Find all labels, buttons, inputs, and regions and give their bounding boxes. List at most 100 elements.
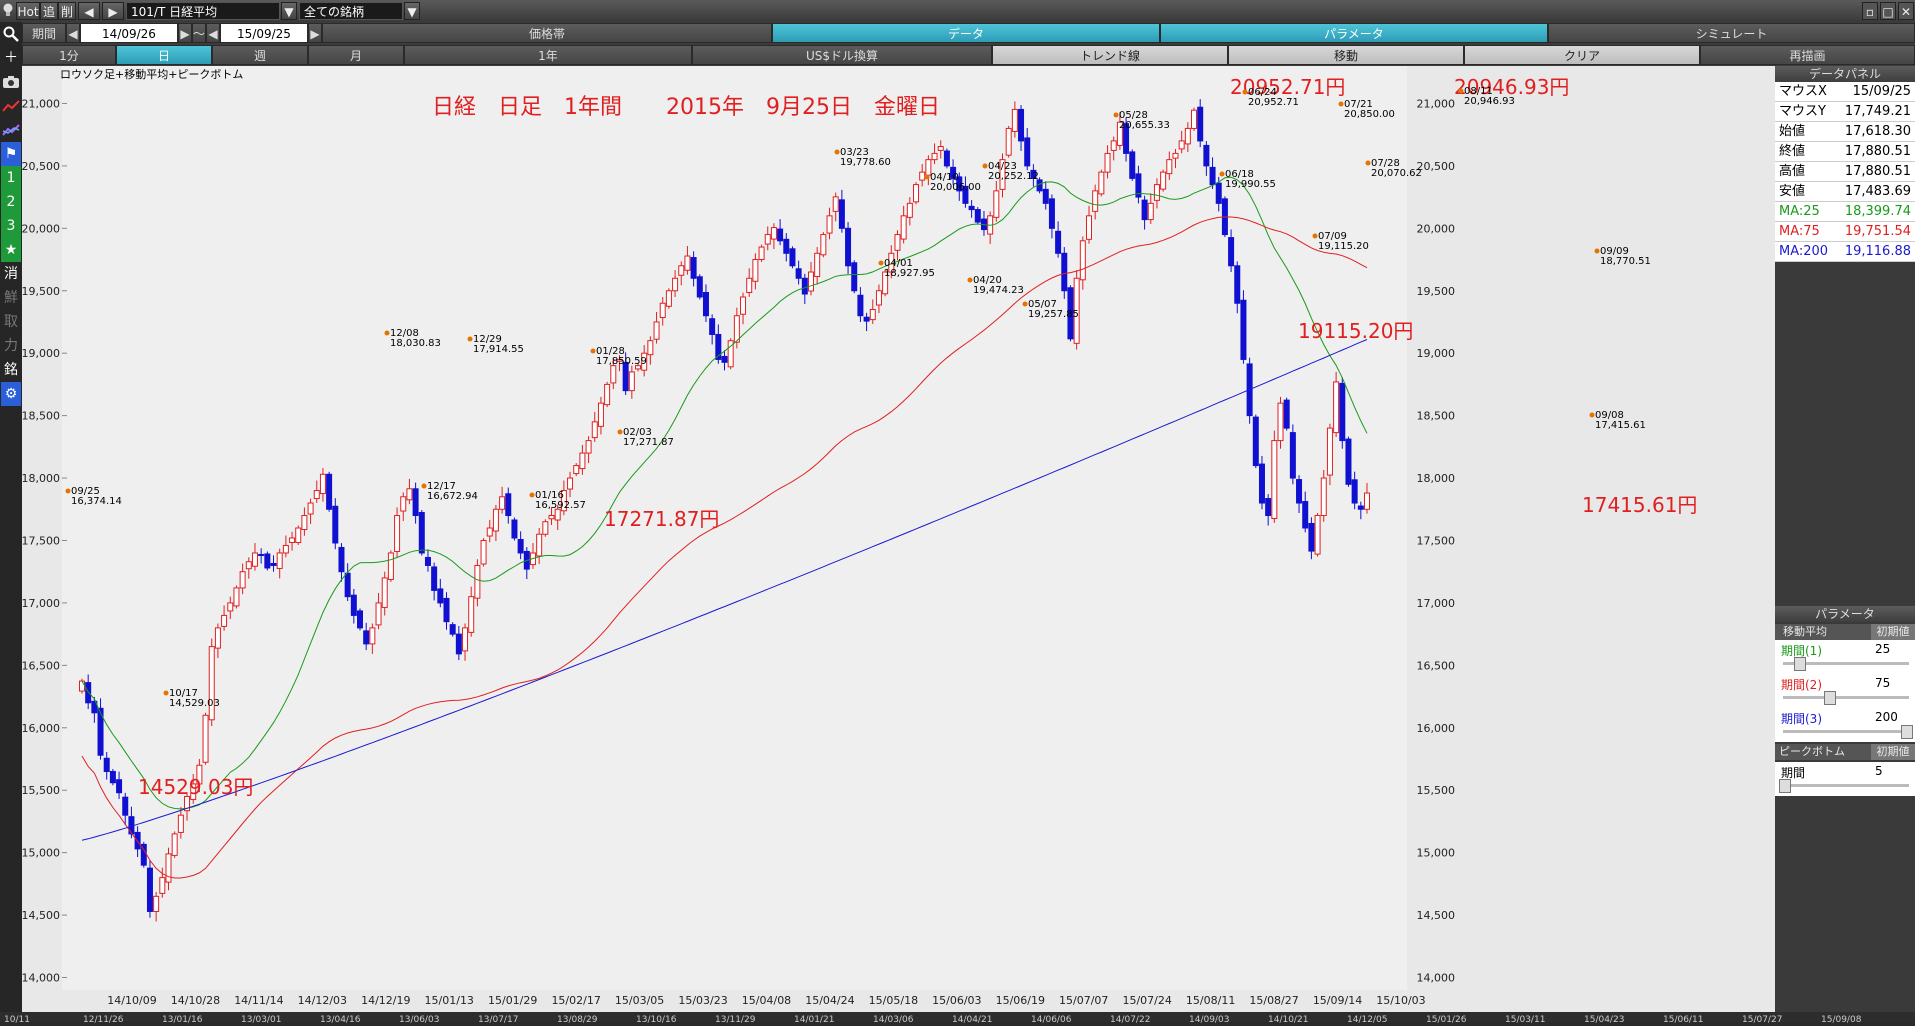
peak-marker: [1338, 101, 1344, 107]
ma-period-slider-thumb[interactable]: [1793, 657, 1806, 671]
x-tick-label: 15/04/24: [805, 994, 854, 1007]
clear-button[interactable]: クリア: [1464, 45, 1700, 65]
range-day-button[interactable]: 日: [116, 45, 212, 65]
y-tick-label-right: 16,000: [1417, 722, 1456, 735]
preset-2-button[interactable]: 2: [1, 190, 21, 214]
ma-init-button[interactable]: 初期値: [1871, 624, 1915, 640]
candlestick-chart[interactable]: 14,000 14,000 14,500 14,500 15,000 15,000 15,5…: [22, 66, 1775, 1012]
usd-convert-button[interactable]: US$ドル換算: [692, 45, 992, 65]
close-icon[interactable]: ✕: [1898, 2, 1914, 20]
preset-1-button[interactable]: 1: [1, 166, 21, 190]
brand-button[interactable]: 銘: [4, 362, 18, 378]
hot-button[interactable]: Hot: [16, 2, 40, 20]
flag-icon[interactable]: ⚑: [1, 142, 21, 166]
symbol-dropdown-button[interactable]: ▼: [281, 2, 297, 20]
camera-icon[interactable]: [1, 70, 21, 94]
data-row-key: MA:75: [1779, 224, 1820, 239]
maximize-icon[interactable]: □: [1880, 2, 1896, 20]
chart-multi-icon[interactable]: [1, 118, 21, 142]
candle-body: [628, 371, 635, 392]
bulb-icon[interactable]: [2, 2, 14, 20]
period-to-field[interactable]: 15/09/25: [220, 23, 308, 43]
ma-period-slider-thumb[interactable]: [1824, 691, 1837, 705]
range-month-button[interactable]: 月: [308, 45, 404, 65]
period-from-field[interactable]: 14/09/26: [80, 23, 178, 43]
fresh-button[interactable]: 鮮: [4, 290, 18, 306]
period-to-next-button[interactable]: ▶: [308, 23, 322, 43]
candle-body: [116, 779, 123, 794]
peak-marker: [1022, 301, 1028, 307]
period-from-next-button[interactable]: ▶: [178, 23, 192, 43]
peak-date-label: 10/17: [169, 688, 198, 699]
preset-3-button[interactable]: 3: [1, 214, 21, 238]
candle-body: [814, 252, 821, 278]
data-row: マウスX 15/09/25: [1775, 82, 1915, 102]
symbol-field[interactable]: 101/T 日経平均: [126, 2, 280, 20]
simulate-tab[interactable]: シミュレート: [1548, 23, 1915, 43]
peak-date-label: 01/16: [535, 490, 564, 501]
peak-value-label: 19,474.23: [973, 285, 1024, 296]
add-button[interactable]: 追: [40, 2, 58, 20]
price-annotation: 20952.71円: [1230, 75, 1345, 99]
range-1year-button[interactable]: 1年: [404, 45, 692, 65]
data-row-value: 18,399.74: [1844, 204, 1911, 219]
candle-body: [245, 561, 252, 570]
candle-body: [1296, 479, 1303, 504]
pb-period-slider-thumb[interactable]: [1779, 779, 1791, 793]
move-button[interactable]: 移動: [1228, 45, 1464, 65]
peak-value-label: 19,115.20: [1318, 241, 1369, 252]
price-band-tab[interactable]: 価格帯: [322, 23, 772, 43]
range-week-button[interactable]: 週: [212, 45, 308, 65]
candle-body: [381, 577, 388, 608]
ma-period-value[interactable]: 25: [1875, 642, 1891, 656]
ma-period-value[interactable]: 75: [1875, 676, 1891, 690]
plus-icon[interactable]: ＋: [4, 50, 18, 66]
candle-body: [109, 770, 116, 784]
x-tick-label: 15/03/23: [678, 994, 727, 1007]
candle-body: [103, 757, 110, 772]
ma-period-slider-thumb[interactable]: [1901, 725, 1913, 739]
data-row-key: マウスY: [1779, 104, 1826, 119]
candle-body: [807, 271, 814, 292]
candle-body: [610, 365, 617, 384]
universe-dropdown-button[interactable]: ▼: [404, 2, 420, 20]
take-button[interactable]: 取: [4, 314, 18, 330]
candle-body: [857, 294, 864, 317]
peak-date-label: 05/28: [1119, 110, 1148, 121]
delete-button[interactable]: 削: [58, 2, 76, 20]
period-from-prev-button[interactable]: ◀: [66, 23, 80, 43]
erase-button[interactable]: 消: [4, 266, 18, 282]
candle-body: [474, 564, 481, 599]
gear-icon[interactable]: ⚙: [1, 382, 21, 406]
candle-body: [468, 596, 475, 633]
pb-init-button[interactable]: 初期値: [1871, 744, 1915, 760]
candle-body: [1172, 152, 1179, 159]
ma-period-value[interactable]: 200: [1875, 710, 1898, 724]
chart-line-icon[interactable]: [1, 94, 21, 118]
redraw-button[interactable]: 再描画: [1700, 45, 1915, 65]
pb-period-row: 期間 5: [1775, 762, 1915, 796]
forward-button[interactable]: ▶: [102, 2, 124, 20]
back-button[interactable]: ◀: [78, 2, 100, 20]
chevron-down-icon: ▼: [407, 5, 417, 19]
range-1min-button[interactable]: 1分: [22, 45, 116, 65]
trendline-button[interactable]: トレンド線: [992, 45, 1228, 65]
parameter-tab[interactable]: パラメータ: [1160, 23, 1548, 43]
pb-period-label: 期間: [1781, 766, 1806, 780]
peak-value-label: 16,374.14: [71, 496, 122, 507]
universe-field[interactable]: 全ての銘柄: [299, 2, 403, 20]
chart-area[interactable]: 14,000 14,000 14,500 14,500 15,000 15,000 15,5…: [22, 66, 1775, 1012]
power-button[interactable]: 力: [4, 338, 18, 354]
x-tick-label: 15/06/19: [996, 994, 1045, 1007]
ma200-line: [81, 339, 1368, 841]
candle-body: [1005, 127, 1012, 156]
period-to-prev-button[interactable]: ◀: [206, 23, 220, 43]
minimize-icon[interactable]: ▫: [1862, 2, 1878, 20]
peak-marker: [924, 174, 930, 180]
pb-period-value[interactable]: 5: [1875, 764, 1883, 778]
search-icon[interactable]: [1, 22, 21, 46]
candle-body: [1184, 127, 1191, 145]
candle-body: [863, 316, 870, 322]
star-icon[interactable]: ★: [1, 238, 21, 262]
data-tab[interactable]: データ: [772, 23, 1160, 43]
